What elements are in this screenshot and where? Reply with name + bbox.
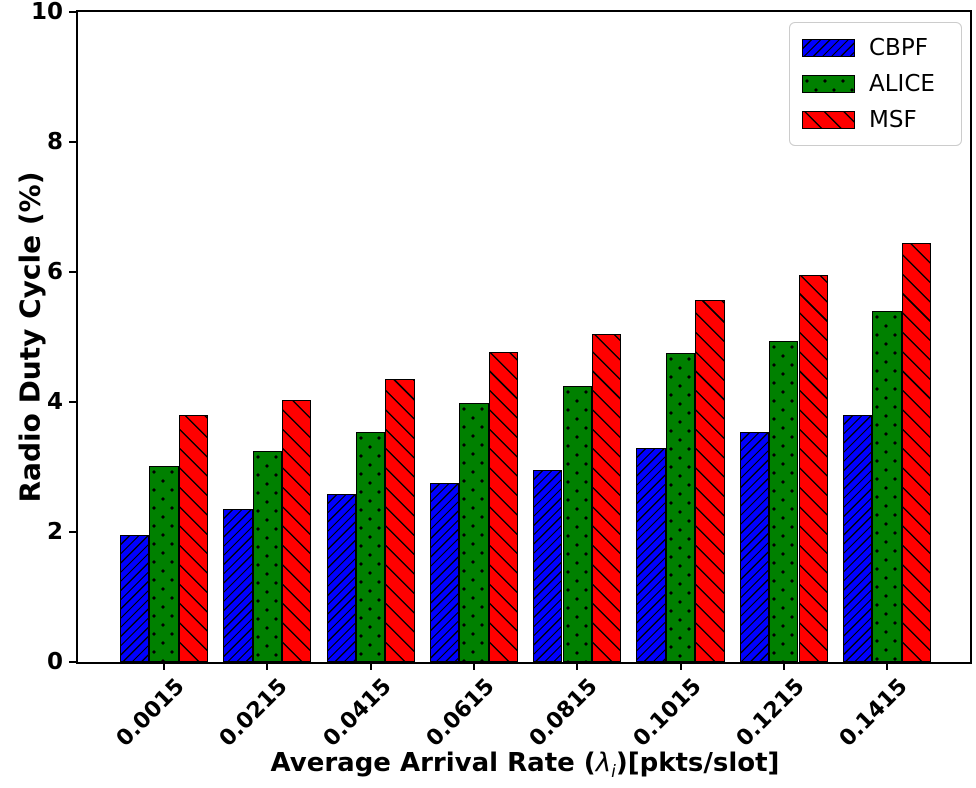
y-tick-label: 2	[46, 519, 63, 545]
x-axis-label-suffix: )[pkts/slot]	[615, 748, 780, 778]
legend: CBPF ALICE MSF	[789, 22, 962, 146]
bar-msf-0.0215	[282, 400, 312, 662]
bar-msf-0.0415	[385, 379, 415, 662]
bar-alice-0.1415	[872, 311, 902, 662]
bar-msf-0.0615	[488, 351, 518, 662]
y-tick	[69, 11, 78, 13]
x-tick-label: 0.0615	[421, 674, 500, 752]
lambda-symbol: λ	[595, 748, 612, 778]
bar-msf-0.1015	[695, 299, 725, 662]
bar-msf-0.1215	[798, 274, 828, 662]
bar-cbpf-0.0015	[119, 535, 150, 662]
x-tick-label: 0.1415	[835, 674, 913, 752]
bar-cbpf-0.1215	[739, 431, 770, 662]
lambda-subscript: i	[611, 762, 616, 783]
x-tick	[163, 662, 165, 670]
bar-cbpf-0.0215	[223, 509, 253, 662]
x-tick-label: 0.0015	[111, 674, 190, 752]
legend-swatch-msf	[802, 111, 855, 129]
legend-label: ALICE	[869, 71, 935, 97]
legend-item-alice: ALICE	[802, 71, 949, 97]
plot-border	[76, 10, 972, 664]
x-tick	[369, 662, 372, 670]
x-axis-label: Average Arrival Rate (λi)[pkts/slot]	[271, 748, 780, 782]
y-tick	[69, 531, 78, 533]
bar-alice-0.1015	[665, 352, 696, 662]
x-tick-label: 0.1015	[628, 674, 707, 752]
y-tick	[69, 661, 78, 663]
x-tick	[472, 662, 475, 670]
bar-cbpf-0.1015	[636, 447, 666, 662]
bar-alice-0.0015	[149, 465, 179, 662]
legend-label: CBPF	[869, 35, 928, 61]
bar-alice-0.0815	[562, 385, 592, 662]
x-axis-label-prefix: Average Arrival Rate (	[270, 748, 596, 778]
bar-alice-0.0415	[355, 431, 386, 662]
y-axis-label: Radio Duty Cycle (%)	[13, 171, 47, 503]
y-tick	[69, 141, 78, 143]
x-tick	[576, 662, 579, 670]
x-tick-label: 0.1215	[731, 674, 810, 752]
x-tick-label: 0.0815	[525, 674, 603, 752]
legend-label: MSF	[869, 107, 917, 133]
bar-alice-0.0615	[459, 403, 489, 662]
plot-area	[78, 12, 970, 662]
legend-item-cbpf: CBPF	[802, 35, 949, 61]
bar-alice-0.1215	[769, 340, 799, 662]
bar-msf-0.1415	[901, 243, 932, 662]
bar-cbpf-0.0615	[429, 482, 460, 662]
bar-alice-0.0215	[252, 450, 282, 662]
y-tick-label: 0	[46, 649, 63, 675]
bar-cbpf-0.0415	[326, 494, 356, 662]
y-tick-label: 4	[46, 389, 63, 415]
x-tick-label: 0.0215	[215, 674, 293, 752]
y-tick	[69, 401, 78, 403]
y-tick-label: 8	[46, 129, 63, 155]
bar-msf-0.0815	[591, 334, 622, 662]
y-tick-label: 10	[30, 0, 63, 25]
x-tick	[782, 662, 785, 670]
x-tick	[886, 662, 889, 670]
legend-swatch-cbpf	[802, 39, 855, 57]
bar-cbpf-0.0815	[533, 469, 563, 662]
y-tick-label: 6	[46, 259, 63, 285]
x-tick-label: 0.0415	[318, 674, 397, 752]
legend-item-msf: MSF	[802, 107, 949, 133]
y-tick	[69, 271, 78, 273]
bar-msf-0.0015	[178, 415, 209, 662]
x-tick	[266, 662, 269, 670]
bar-cbpf-0.1415	[843, 415, 873, 662]
legend-swatch-alice	[802, 75, 855, 93]
x-tick	[679, 662, 682, 670]
